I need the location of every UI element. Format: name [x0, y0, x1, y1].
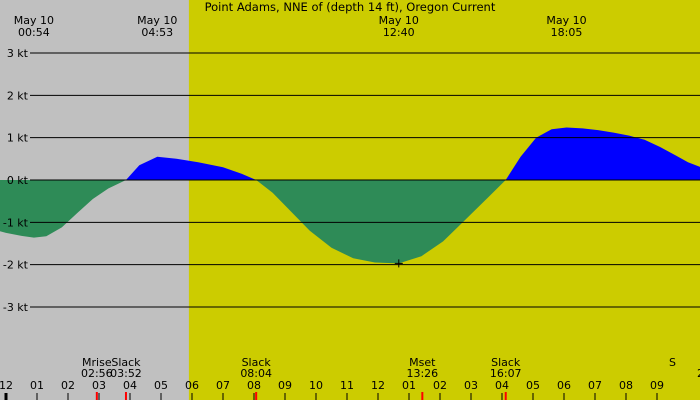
hour-tick-label: 05 — [526, 379, 540, 392]
y-tick-label: 1 kt — [7, 132, 29, 145]
ebb-area — [0, 180, 126, 238]
partial-time-label: 2 — [697, 367, 700, 380]
hour-tick-label: 03 — [92, 379, 106, 392]
y-tick-label: 3 kt — [7, 47, 29, 60]
hour-tick-label: 01 — [402, 379, 416, 392]
y-tick-label: -2 kt — [3, 259, 29, 272]
event-time-label: 04:53 — [141, 26, 173, 39]
hour-tick-label: 02 — [61, 379, 75, 392]
hour-tick-label: 09 — [650, 379, 664, 392]
event-time-label: 18:05 — [551, 26, 583, 39]
event-tick — [504, 392, 507, 400]
hour-tick-label: 06 — [185, 379, 199, 392]
bottom-event-time: 08:04 — [240, 367, 272, 380]
hour-tick-label: 11 — [340, 379, 354, 392]
current-areas — [0, 127, 700, 264]
event-date-label: May 10 — [379, 14, 419, 27]
hour-axis: 1112010203040506070809101112010203040506… — [0, 367, 700, 400]
hour-tick-label: 10 — [309, 379, 323, 392]
event-date-label: May 10 — [14, 14, 54, 27]
hour-tick-label: 08 — [247, 379, 261, 392]
hour-tick-label: 06 — [557, 379, 571, 392]
bottom-event-label: Slack — [242, 356, 272, 369]
hour-tick-label: 12 — [371, 379, 385, 392]
slack-moon-labels: Mrise02:56Slack03:52Slack08:04Mset13:26S… — [81, 356, 676, 400]
grid-lines — [30, 52, 700, 308]
hour-tick-label: 09 — [278, 379, 292, 392]
event-date-label: May 10 — [546, 14, 586, 27]
flood-area — [505, 127, 700, 180]
y-axis-labels: 3 kt 2 kt 1 kt 0 kt -1 kt -2 kt -3 kt — [3, 47, 29, 314]
hour-tick-label: 07 — [216, 379, 230, 392]
chart-title: Point Adams, NNE of (depth 14 ft), Orego… — [205, 0, 496, 14]
event-time-label: 12:40 — [383, 26, 415, 39]
max-ebb-marker — [394, 259, 403, 268]
bottom-event-time: 16:07 — [490, 367, 522, 380]
bottom-event-label: Slack — [111, 356, 141, 369]
bottom-event-label: Mrise — [82, 356, 112, 369]
event-tick — [95, 392, 98, 400]
bottom-event-time: 02:56 — [81, 367, 113, 380]
hour-tick-label: 07 — [588, 379, 602, 392]
y-tick-label: 0 kt — [7, 174, 29, 187]
hour-tick-label: 04 — [123, 379, 137, 392]
bottom-event-label: Slack — [491, 356, 521, 369]
hour-tick-label: 08 — [619, 379, 633, 392]
bottom-event-time: 13:26 — [406, 367, 438, 380]
hour-tick-label: 03 — [464, 379, 478, 392]
hour-tick-label: 05 — [154, 379, 168, 392]
bottom-event-time: 03:52 — [110, 367, 142, 380]
ebb-area — [256, 180, 506, 264]
bottom-event-label: S — [669, 356, 676, 369]
y-tick-label: 2 kt — [7, 89, 29, 102]
event-date-label: May 10 — [137, 14, 177, 27]
y-tick-label: -3 kt — [3, 301, 29, 314]
flood-area — [126, 156, 257, 180]
event-time-label: 00:54 — [18, 26, 50, 39]
event-tick — [124, 392, 127, 400]
hour-tick-label: 04 — [495, 379, 509, 392]
hour-tick-label: 02 — [433, 379, 447, 392]
bottom-event-label: Mset — [409, 356, 436, 369]
hour-tick-label: 12 — [0, 379, 13, 392]
event-tick — [421, 392, 424, 400]
event-tick — [255, 392, 258, 400]
y-tick-label: -1 kt — [3, 216, 29, 229]
hour-tick-label: 01 — [30, 379, 44, 392]
